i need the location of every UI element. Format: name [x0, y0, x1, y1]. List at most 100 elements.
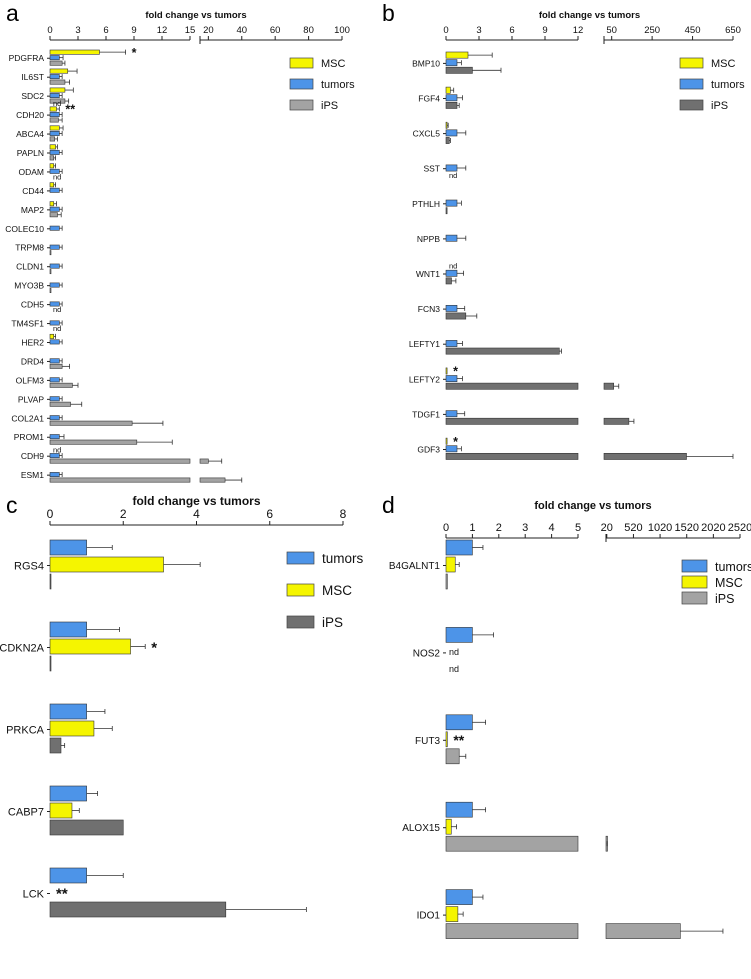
bar-tumors-pdgfra [49, 55, 60, 61]
category-label-odam: ODAM [19, 167, 45, 177]
bar-msc-map2 [49, 201, 55, 207]
category-label-cabp7: CABP7 [8, 806, 44, 818]
chart-title: fold change vs tumors [534, 500, 651, 512]
bar-ips-map2 [49, 212, 58, 218]
category-label-fut3: FUT3 [415, 736, 440, 747]
bar-tumors-il6st [49, 74, 60, 80]
category-label-pthlh: PTHLH [412, 199, 440, 209]
x-tick-label: 1 [469, 522, 475, 534]
bar-tumors-nos2 [445, 627, 473, 643]
bar-msc-papln [49, 144, 56, 150]
bar-tumors-prom1 [49, 434, 60, 440]
bar-tumors-tdgf1 [445, 410, 458, 418]
category-label-cdkn2a: CDKN2A [0, 642, 45, 654]
category-label-map2: MAP2 [21, 205, 44, 215]
bar-tumors-olfm3 [49, 377, 60, 383]
category-label-pdgfra: PDGFRA [9, 53, 45, 63]
bar-ips-prkca [49, 737, 62, 754]
legend-swatch-msc [289, 57, 314, 69]
legend-label-ips: iPS [715, 592, 734, 606]
x-tick-label: 50 [606, 25, 617, 36]
panel-letter-a: a [6, 0, 19, 26]
bar-tumors-fcn3 [445, 304, 458, 312]
bar-tumors-cldn1 [49, 263, 60, 269]
annotation-nd: nd [53, 99, 61, 108]
category-label-nppb: NPPB [417, 234, 440, 244]
annotation-nd: nd [53, 446, 61, 455]
x-tick-label: 2 [496, 522, 502, 534]
bar-ips-esm1-broken-part [199, 477, 226, 483]
x-tick-label: 6 [266, 507, 273, 521]
annotation-significance: * [453, 435, 458, 449]
category-label-cdh20: CDH20 [16, 110, 44, 120]
category-label-bmp10: BMP10 [412, 58, 440, 68]
category-label-ido1: IDO1 [417, 911, 441, 922]
x-tick-label: 250 [644, 25, 660, 36]
annotation-significance: ** [56, 886, 68, 903]
bar-ips-ido1 [445, 923, 579, 939]
bar-ips-abca4 [49, 136, 55, 142]
category-label-gdf3: GDF3 [417, 444, 440, 454]
category-label-sst: SST [423, 164, 440, 174]
category-label-prom1: PROM1 [14, 432, 45, 442]
x-tick-label: 60 [270, 25, 281, 36]
category-label-sdc2: SDC2 [21, 91, 44, 101]
bar-msc-prkca [49, 720, 95, 737]
bar-tumors-colec10 [49, 225, 60, 231]
annotation-nd: nd [449, 171, 457, 180]
bar-ips-fut3 [445, 748, 460, 765]
bar-ips-pdgfra [49, 60, 63, 66]
bar-tumors-sdc2 [49, 93, 60, 99]
bar-ips-plvap [49, 401, 71, 407]
category-label-cldn1: CLDN1 [16, 262, 44, 272]
chart-title: fold change vs tumors [539, 10, 640, 21]
category-label-col2a1: COL2A1 [11, 413, 44, 423]
bar-ips-cdh9 [49, 458, 191, 464]
legend-label-tumors: tumors [715, 560, 751, 574]
category-label-tm4sf1: TM4SF1 [11, 319, 44, 329]
x-tick-label: 0 [443, 25, 448, 36]
legend-label-msc: MSC [322, 583, 352, 598]
bar-msc-cd44 [49, 182, 55, 188]
legend-swatch-tumors [289, 78, 314, 90]
x-tick-label: 9 [131, 25, 136, 36]
bar-tumors-drd4 [49, 358, 60, 364]
bar-ips-fgf4 [445, 102, 458, 109]
category-label-her2: HER2 [21, 337, 44, 347]
bar-ips-tdgf1 [445, 417, 579, 425]
x-tick-label: 8 [340, 507, 347, 521]
category-label-drd4: DRD4 [21, 356, 44, 366]
bar-tumors-map2 [49, 206, 60, 212]
bar-msc-pdgfra [49, 49, 100, 55]
bar-tumors-esm1 [49, 472, 60, 477]
x-tick-label: 20 [203, 25, 214, 36]
annotation-significance: ** [453, 732, 464, 748]
category-label-cdh9: CDH9 [21, 451, 44, 461]
chart-title: fold change vs tumors [132, 494, 260, 508]
bar-msc-cxcl5 [445, 121, 448, 129]
x-tick-label: 520 [624, 522, 642, 534]
bar-msc-fut3 [445, 731, 448, 748]
legend-swatch-tumors [286, 551, 315, 565]
category-label-myo3b: MYO3B [14, 281, 44, 291]
panel-letter-c: c [6, 492, 18, 518]
bar-msc-rgs4 [49, 556, 164, 573]
bar-ips-col2a1 [49, 420, 133, 426]
bar-msc-gdf3 [445, 437, 448, 445]
bar-ips-wnt1 [445, 277, 452, 285]
chart-title: fold change vs tumors [145, 10, 246, 21]
bar-ips-bmp10 [445, 66, 473, 74]
bar-ips-cabp7 [49, 819, 124, 836]
bar-tumors-pthlh [445, 199, 458, 207]
bar-ips-cdkn2a [49, 655, 52, 672]
x-tick-label: 450 [685, 25, 701, 36]
bar-msc-abca4 [49, 125, 60, 131]
x-tick-label: 20 [601, 522, 613, 534]
bar-msc-cdkn2a [49, 638, 131, 655]
annotation-nd: nd [449, 261, 457, 270]
bar-tumors-fut3 [445, 714, 473, 731]
bar-ips-lefty1 [445, 347, 560, 355]
bar-tumors-plvap [49, 396, 60, 402]
annotation-significance: * [132, 46, 137, 60]
